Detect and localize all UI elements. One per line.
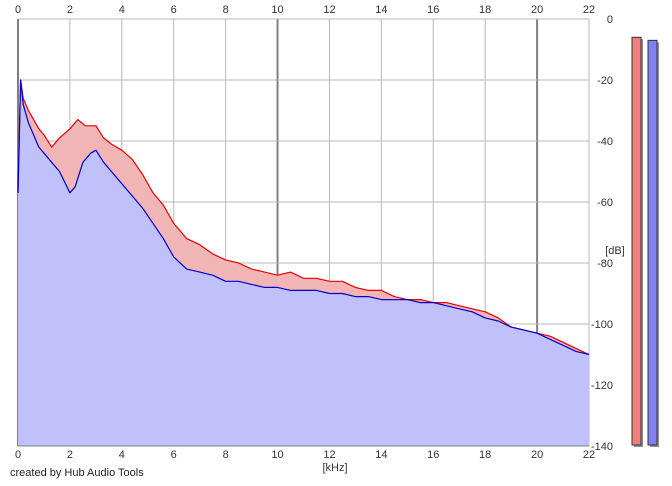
y-tick-label: -100	[591, 319, 613, 331]
x-tick-label-bottom: 16	[427, 449, 439, 461]
x-axis-unit-label: [kHz]	[322, 462, 347, 474]
x-tick-label-top: 12	[323, 4, 335, 16]
y-tick-label: -120	[591, 380, 613, 392]
x-tick-label-bottom: 4	[119, 449, 125, 461]
x-tick-label-top: 22	[583, 4, 595, 16]
x-tick-label-bottom: 0	[15, 449, 21, 461]
x-tick-label-top: 8	[223, 4, 229, 16]
x-tick-label-bottom: 2	[67, 449, 73, 461]
x-tick-label-top: 10	[271, 4, 283, 16]
x-tick-label-top: 4	[119, 4, 125, 16]
y-tick-label: -40	[597, 136, 613, 148]
x-tick-label-bottom: 22	[583, 449, 595, 461]
x-tick-label-bottom: 12	[323, 449, 335, 461]
y-tick-label: -140	[591, 441, 613, 453]
level-bar-2	[647, 39, 658, 446]
credit-text: created by Hub Audio Tools	[10, 467, 144, 479]
x-tick-label-top: 0	[15, 4, 21, 16]
x-tick-label-top: 20	[531, 4, 543, 16]
series-layer	[17, 79, 590, 447]
level-meter-group	[631, 36, 659, 448]
y-tick-label: -80	[597, 258, 613, 270]
x-tick-label-top: 6	[171, 4, 177, 16]
x-tick-label-top: 18	[479, 4, 491, 16]
x-tick-label-bottom: 20	[531, 449, 543, 461]
x-tick-label-bottom: 10	[271, 449, 283, 461]
y-tick-label: -20	[597, 75, 613, 87]
x-tick-label-top: 16	[427, 4, 439, 16]
x-tick-label-bottom: 8	[223, 449, 229, 461]
level-bar-1	[631, 36, 642, 446]
series-area-2	[18, 80, 589, 446]
x-tick-label-top: 2	[67, 4, 73, 16]
x-tick-label-bottom: 14	[375, 449, 387, 461]
x-tick-label-bottom: 18	[479, 449, 491, 461]
x-tick-label-bottom: 6	[171, 449, 177, 461]
tick-label-layer: 002244668810101212141416161818202022220-…	[15, 4, 613, 461]
series-line-2	[17, 79, 590, 356]
y-tick-label: -60	[597, 197, 613, 209]
series-line-1	[17, 79, 590, 356]
y-tick-label: 0	[607, 14, 613, 26]
x-tick-label-top: 14	[375, 4, 387, 16]
y-axis-unit-label: [dB]	[605, 245, 625, 257]
